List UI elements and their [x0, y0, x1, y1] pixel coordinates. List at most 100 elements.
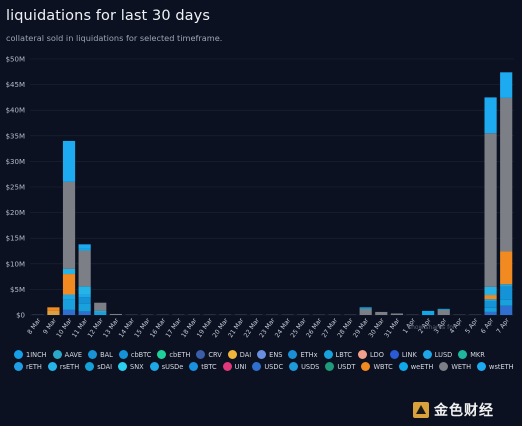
bar-segment-weth: [109, 313, 122, 315]
legend-swatch: [88, 350, 98, 359]
legend-item[interactable]: rsETH: [47, 362, 80, 371]
y-tick-label: $10M: [6, 260, 25, 268]
legend-item[interactable]: 1INCH: [14, 350, 47, 359]
bar-segment-wsteth: [500, 72, 513, 98]
legend-item[interactable]: LUSD: [422, 350, 453, 359]
legend-swatch: [389, 350, 399, 359]
bar-segment-rseth: [78, 286, 91, 295]
legend-label: DAI: [239, 350, 252, 359]
legend-label: LDO: [369, 350, 384, 359]
bar-baseline-stub: [468, 314, 482, 315]
bar-baseline-stub: [406, 314, 419, 315]
legend-item[interactable]: DAI: [227, 350, 252, 359]
y-tick-label: $40M: [6, 107, 25, 115]
bar-segment-lbtc: [78, 303, 91, 312]
legend-item[interactable]: LBTC: [323, 350, 352, 359]
legend-label: tBTC: [201, 362, 217, 371]
legend-swatch: [157, 350, 167, 359]
bar-baseline-stub: [343, 314, 357, 315]
x-tick-label: 31 Mar: [383, 317, 402, 339]
legend-item[interactable]: rETH: [14, 362, 42, 371]
bar-segment-usdc: [484, 311, 497, 315]
bar-baseline-stub: [156, 314, 169, 315]
bar-segment-lbtc: [484, 307, 497, 312]
stacked-bar-chart: $0 $5M $10M $15M $20M $25M $30M $35M $40M $45M $50…: [6, 56, 514, 339]
bar-segment-rseth: [94, 310, 107, 312]
legend-item[interactable]: weETH: [398, 362, 433, 371]
bar-segment-usdc: [78, 311, 91, 315]
legend-item[interactable]: wstETH: [477, 362, 514, 371]
bar-segment-lbtc: [62, 299, 76, 310]
legend-label: SNX: [130, 362, 144, 371]
legend-item[interactable]: UNI: [222, 362, 247, 371]
bar-segment-weeth: [437, 308, 450, 310]
y-tick-label: $45M: [6, 81, 25, 89]
legend-item[interactable]: cbBTC: [118, 350, 152, 359]
legend-label: wstETH: [489, 362, 514, 371]
bar-segment-weeth: [78, 248, 91, 251]
legend-item[interactable]: AAVE: [52, 350, 82, 359]
legend-item[interactable]: USDS: [289, 362, 319, 371]
legend-label: ETHx: [300, 350, 318, 359]
legend-swatch: [14, 362, 23, 371]
y-tick-label: $30M: [6, 158, 25, 166]
legend-item[interactable]: sDAI: [85, 362, 112, 371]
legend-swatch: [398, 362, 408, 371]
legend-label: 1INCH: [26, 350, 47, 359]
legend-item[interactable]: USDT: [325, 362, 355, 371]
bar-segment-usdc: [500, 305, 513, 315]
legend-swatch: [477, 362, 487, 371]
legend-swatch: [196, 350, 206, 359]
legend-item[interactable]: ENS: [257, 350, 282, 359]
legend-label: LBTC: [335, 350, 352, 359]
bar-segment-susde: [500, 284, 513, 287]
bar-segment-cbbtc: [484, 301, 497, 308]
bar-baseline-stub: [312, 314, 325, 315]
legend-label: LINK: [401, 350, 417, 359]
legend-item[interactable]: LDO: [357, 350, 384, 359]
legend-label: rsETH: [59, 362, 80, 371]
bar-baseline-stub: [453, 314, 466, 315]
legend-swatch: [257, 350, 267, 359]
legend-item[interactable]: USDC: [252, 362, 283, 371]
legend-swatch: [189, 362, 199, 371]
legend-item[interactable]: MKR: [458, 350, 485, 359]
bar-segment-weth: [500, 97, 513, 252]
legend-swatch: [227, 350, 237, 359]
legend-item[interactable]: BAL: [88, 350, 113, 359]
legend-label: LUSD: [434, 350, 453, 359]
bar-segment-rseth: [62, 268, 76, 275]
bar-segment-lbtc: [500, 299, 513, 306]
legend-swatch: [288, 350, 298, 359]
bar-baseline-stub: [297, 314, 310, 315]
legend-label: cbBTC: [130, 350, 152, 359]
legend-item[interactable]: CRV: [196, 350, 222, 359]
bar-baseline-stub: [172, 314, 185, 315]
bar-segment-weeth: [359, 307, 372, 309]
legend-swatch: [357, 350, 367, 359]
x-tick-label: 7 Apr: [495, 317, 511, 335]
bar-segment-weth: [62, 181, 76, 269]
legend-label: UNI: [234, 362, 247, 371]
legend-label: CRV: [208, 350, 222, 359]
legend-label: WETH: [451, 362, 472, 371]
legend-item[interactable]: WBTC: [361, 362, 393, 371]
bar-segment-wbtc: [47, 307, 60, 311]
brand-logo: 金色财经: [412, 400, 494, 420]
legend-swatch: [323, 350, 333, 359]
legend-swatch: [118, 362, 128, 371]
legend-label: USDS: [301, 362, 320, 371]
legend-label: USDC: [264, 362, 284, 371]
legend-item[interactable]: sUSDe: [149, 362, 183, 371]
bar-baseline-stub: [234, 314, 247, 315]
legend-label: USDT: [337, 362, 356, 371]
y-tick-label: $50M: [6, 56, 25, 64]
legend-item[interactable]: tBTC: [189, 362, 217, 371]
bar-segment-wsteth: [78, 244, 91, 249]
legend-item[interactable]: ETHx: [288, 350, 318, 359]
legend-item[interactable]: WETH: [439, 362, 471, 371]
bar-segment-weth: [390, 313, 403, 315]
legend-item[interactable]: SNX: [118, 362, 144, 371]
legend-item[interactable]: LINK: [389, 350, 417, 359]
legend-item[interactable]: cbETH: [157, 350, 190, 359]
